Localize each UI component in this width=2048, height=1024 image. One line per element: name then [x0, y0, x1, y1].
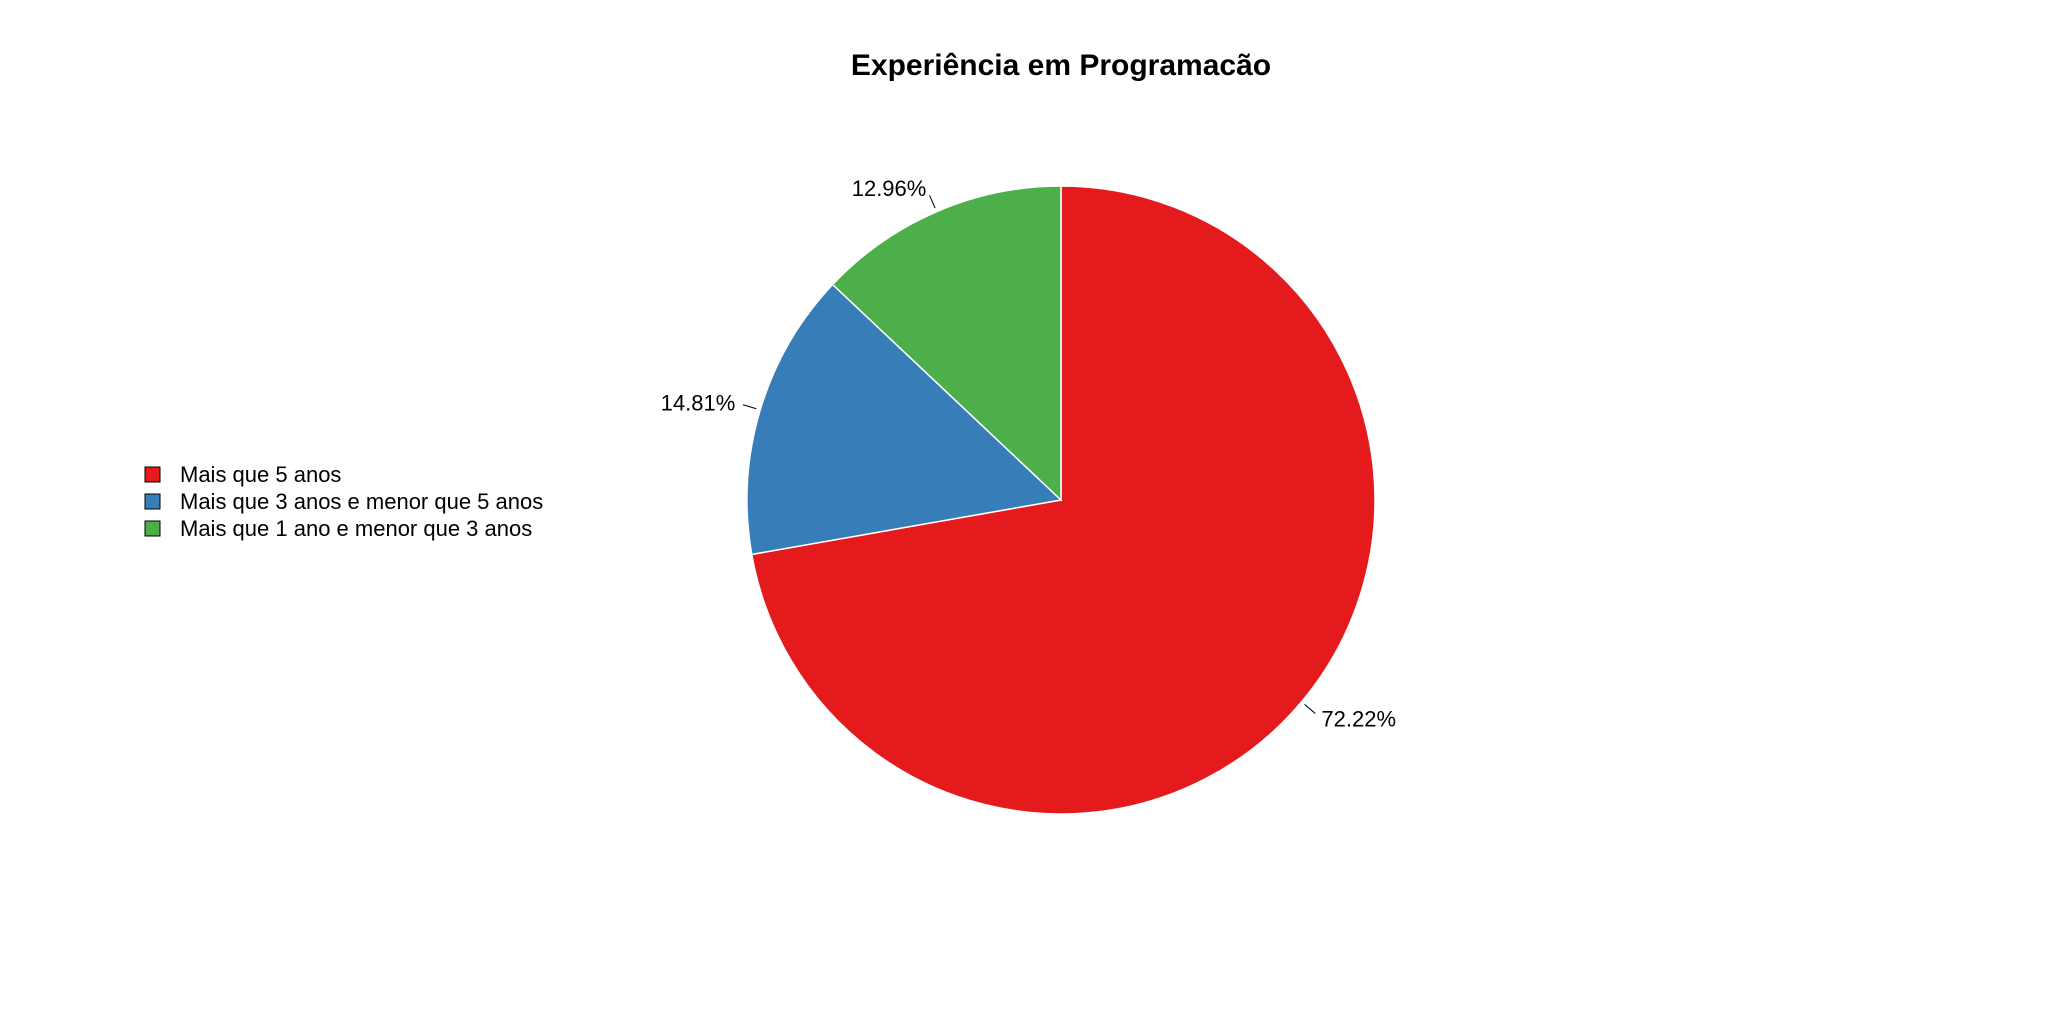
chart-title: Experiência em Programacão — [851, 49, 1271, 82]
pie-slice-mais-que-1-ano-e-menor-que-3-anos — [831, 185, 1062, 502]
leader-line-mais-que-3-anos-e-menor-que-5-anos — [742, 404, 757, 410]
legend-entry-mais-que-3-anos-e-menor-que-5-anos: Mais que 3 anos e menor que 5 anos — [144, 489, 543, 514]
legend-label: Mais que 5 anos — [180, 462, 341, 487]
slice-label-mais-que-5-anos: 72.22% — [1321, 707, 1396, 732]
leader-line-mais-que-5-anos — [1304, 704, 1316, 714]
legend-swatch — [144, 466, 161, 483]
pie-slice-mais-que-3-anos-e-menor-que-5-anos — [746, 283, 1063, 556]
legend-entry-mais-que-1-ano-e-menor-que-3-anos: Mais que 1 ano e menor que 3 anos — [144, 516, 532, 541]
leader-line-mais-que-1-ano-e-menor-que-3-anos — [929, 194, 936, 209]
slice-label-mais-que-1-ano-e-menor-que-3-anos: 12.96% — [852, 176, 927, 201]
legend-label: Mais que 1 ano e menor que 3 anos — [180, 516, 532, 541]
pie-slices — [746, 185, 1376, 815]
pie-slice-mais-que-5-anos — [750, 185, 1376, 815]
legend-swatch — [144, 520, 161, 537]
legend-swatch — [144, 493, 161, 510]
slice-label-mais-que-3-anos-e-menor-que-5-anos: 14.81% — [661, 390, 736, 415]
slice-labels: 72.22% 14.81% 12.96% — [661, 176, 1396, 732]
legend-entry-mais-que-5-anos: Mais que 5 anos — [144, 462, 341, 487]
legend-label: Mais que 3 anos e menor que 5 anos — [180, 489, 543, 514]
